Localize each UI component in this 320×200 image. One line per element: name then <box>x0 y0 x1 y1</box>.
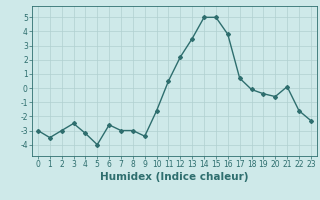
X-axis label: Humidex (Indice chaleur): Humidex (Indice chaleur) <box>100 172 249 182</box>
